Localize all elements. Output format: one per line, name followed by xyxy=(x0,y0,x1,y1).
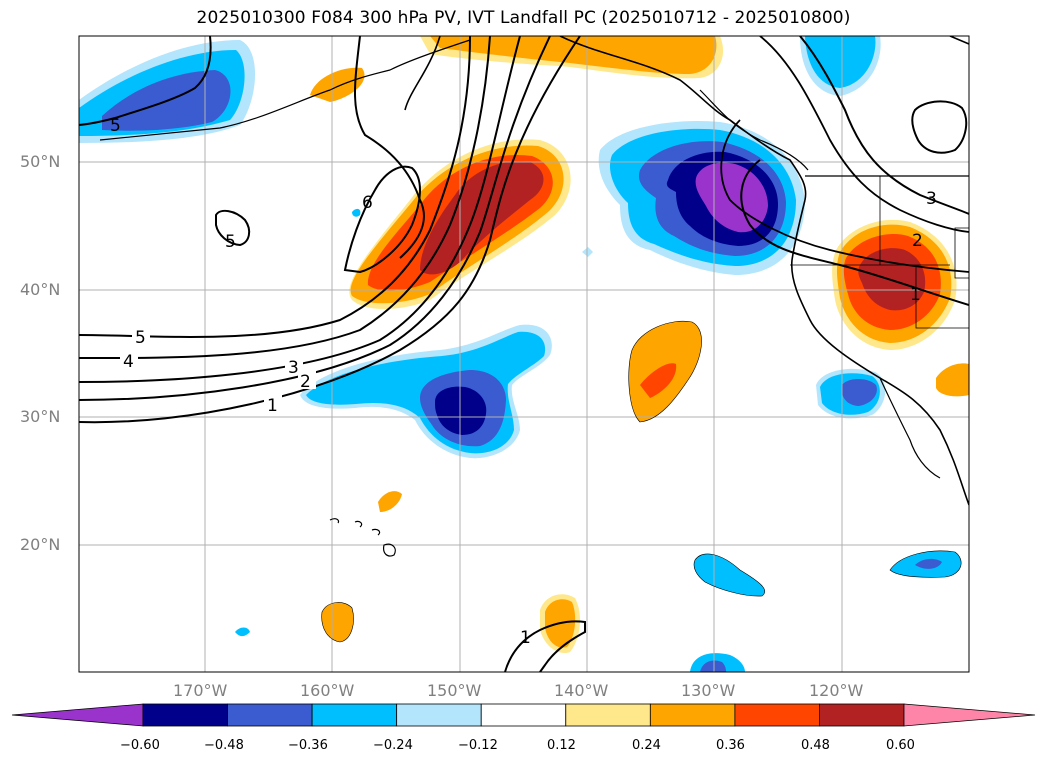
contour-outer-ridge xyxy=(354,36,425,259)
lat-label-50n: 50°N xyxy=(20,152,61,171)
contour-2-west xyxy=(79,36,551,401)
map-title: 2025010300 F084 300 hPa PV, IVT Landfall… xyxy=(196,8,851,28)
positive-anomaly-southwest xyxy=(936,363,969,397)
contour-label: 5 xyxy=(135,328,146,348)
lat-label-30n: 30°N xyxy=(20,407,61,426)
colorbar-extend-min xyxy=(11,703,144,727)
colorbar-tick: 0.24 xyxy=(632,738,661,753)
colorbar xyxy=(11,703,1036,727)
lon-label-120w: 120°W xyxy=(809,681,864,700)
contour-label: 3 xyxy=(288,358,299,378)
colorbar-tick: −0.12 xyxy=(458,738,498,753)
colorbar-tick: 0.36 xyxy=(716,738,745,753)
colorbar-box xyxy=(480,703,567,727)
colorbar-box xyxy=(649,703,736,727)
lon-label-170w: 170°W xyxy=(173,681,228,700)
map-plot-area: 5 4 3 2 1 5 6 5 1 2 3 1 xyxy=(79,36,969,672)
contour-label: 3 xyxy=(926,189,937,209)
contour-label: 5 xyxy=(225,232,236,252)
contour-label: 1 xyxy=(910,285,921,305)
colorbar-tick: 0.12 xyxy=(547,738,576,753)
colorbar-tick: −0.48 xyxy=(204,738,244,753)
colorbar-tick: 0.60 xyxy=(886,738,915,753)
contour-label: 6 xyxy=(362,193,373,213)
plot-frame xyxy=(78,35,970,673)
contour-3-west xyxy=(79,36,521,383)
colorbar-tick: 0.48 xyxy=(801,738,830,753)
lon-label-140w: 140°W xyxy=(554,681,609,700)
contour-1-west xyxy=(79,36,581,424)
colorbar-tick: −0.24 xyxy=(373,738,413,753)
contour-label: 4 xyxy=(123,352,134,372)
contour-4-west xyxy=(79,36,491,360)
contour-5-west xyxy=(79,36,471,338)
contour-label: 1 xyxy=(267,396,278,416)
colorbar-box xyxy=(311,703,398,727)
colorbar-tick: −0.60 xyxy=(120,738,160,753)
contour-label: 5 xyxy=(110,116,121,136)
positive-anomaly-gulf-alaska xyxy=(430,36,717,74)
lon-label-130w: 130°W xyxy=(681,681,736,700)
colorbar-box xyxy=(227,703,313,727)
colorbar-box xyxy=(565,703,651,727)
positive-anomaly-south-2 xyxy=(321,602,354,642)
colorbar-box xyxy=(819,703,905,727)
negative-anomaly-tropics-mid xyxy=(694,554,765,597)
contour-6-closed xyxy=(343,165,421,274)
contour-label: 1 xyxy=(520,628,531,648)
lon-label-160w: 160°W xyxy=(300,681,355,700)
lat-label-20n: 20°N xyxy=(20,535,61,554)
negative-anomaly-subtropical xyxy=(300,324,552,459)
coastlines xyxy=(99,36,969,557)
colorbar-box xyxy=(734,703,820,727)
positive-anomaly-small-north xyxy=(310,67,365,102)
contour-label: 2 xyxy=(912,231,923,251)
negative-anomaly-north-bc xyxy=(805,36,876,88)
colorbar-extend-max xyxy=(903,703,1036,727)
colorbar-tick: −0.36 xyxy=(288,738,328,753)
contour-labels: 5 4 3 2 1 5 6 5 1 2 3 1 xyxy=(110,116,937,648)
positive-anomaly-hawaii xyxy=(378,491,402,512)
lat-label-40n: 40°N xyxy=(20,280,61,299)
lon-label-150w: 150°W xyxy=(427,681,482,700)
ivt-contours xyxy=(79,36,969,672)
contour-east-1 xyxy=(799,36,969,215)
colorbar-box xyxy=(142,703,228,727)
contour-5-closed xyxy=(215,209,251,247)
contour-south-1 xyxy=(504,620,586,672)
colorbar-box xyxy=(396,703,482,727)
contour-label: 2 xyxy=(300,372,311,392)
